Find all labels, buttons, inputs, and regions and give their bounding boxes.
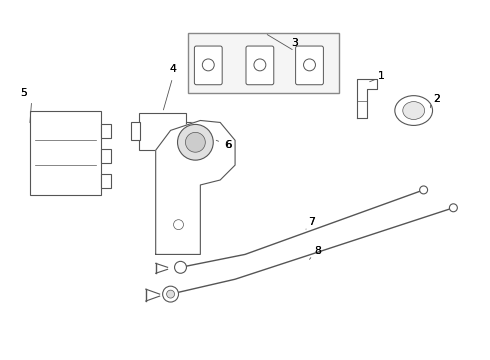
Text: 6: 6 bbox=[225, 140, 231, 150]
Text: 4: 4 bbox=[169, 64, 176, 74]
FancyBboxPatch shape bbox=[139, 113, 187, 150]
Circle shape bbox=[173, 220, 183, 230]
Circle shape bbox=[254, 59, 266, 71]
Ellipse shape bbox=[403, 102, 425, 120]
FancyBboxPatch shape bbox=[101, 149, 111, 163]
Circle shape bbox=[419, 186, 428, 194]
Text: 1: 1 bbox=[377, 71, 385, 81]
Text: 2: 2 bbox=[433, 94, 440, 104]
Text: 6: 6 bbox=[224, 140, 232, 150]
Polygon shape bbox=[156, 121, 235, 255]
Text: 7: 7 bbox=[308, 217, 315, 227]
Circle shape bbox=[163, 286, 178, 302]
Text: 5: 5 bbox=[21, 88, 27, 98]
Text: 4: 4 bbox=[169, 64, 176, 74]
Text: 7: 7 bbox=[308, 217, 315, 227]
Circle shape bbox=[174, 261, 187, 273]
FancyBboxPatch shape bbox=[101, 174, 111, 188]
Text: 2: 2 bbox=[433, 94, 440, 104]
Polygon shape bbox=[357, 79, 377, 118]
Circle shape bbox=[202, 59, 214, 71]
Circle shape bbox=[303, 59, 316, 71]
Circle shape bbox=[167, 290, 174, 298]
Circle shape bbox=[449, 204, 457, 212]
FancyBboxPatch shape bbox=[189, 33, 339, 93]
Circle shape bbox=[177, 125, 213, 160]
Text: 5: 5 bbox=[20, 88, 27, 98]
Text: 8: 8 bbox=[314, 247, 321, 256]
FancyBboxPatch shape bbox=[187, 122, 195, 142]
FancyBboxPatch shape bbox=[30, 111, 101, 195]
FancyBboxPatch shape bbox=[295, 46, 323, 85]
Text: 3: 3 bbox=[291, 38, 298, 48]
FancyBboxPatch shape bbox=[101, 125, 111, 138]
Circle shape bbox=[185, 132, 205, 152]
FancyBboxPatch shape bbox=[131, 122, 140, 140]
Text: 3: 3 bbox=[291, 38, 298, 48]
Text: 1: 1 bbox=[378, 71, 384, 81]
FancyBboxPatch shape bbox=[195, 46, 222, 85]
Ellipse shape bbox=[395, 96, 433, 125]
FancyBboxPatch shape bbox=[246, 46, 274, 85]
Text: 8: 8 bbox=[314, 247, 321, 256]
